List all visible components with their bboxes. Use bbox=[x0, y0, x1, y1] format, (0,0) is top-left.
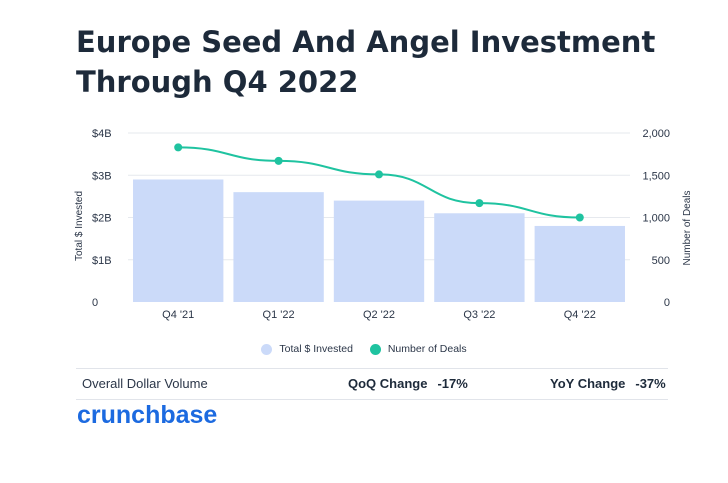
legend-item-deals[interactable]: Number of Deals bbox=[369, 343, 467, 355]
bar bbox=[133, 179, 224, 302]
bar bbox=[333, 200, 425, 302]
yoy-label: YoY Change bbox=[550, 376, 626, 391]
chart-title-line-2: Through Q4 2022 bbox=[76, 65, 359, 99]
axis-ticks: 0 $1B $2B $3B $4B 0 500 1,000 1,500 2,000 Q4 '21 Q1… bbox=[92, 128, 670, 321]
y-tick-label-right: 1,500 bbox=[642, 170, 670, 182]
chart-title: Europe Seed And Angel Investment Through… bbox=[76, 22, 676, 102]
y-tick-label-left: $3B bbox=[92, 170, 112, 182]
yoy-value: -37% bbox=[635, 376, 666, 391]
y-tick-label-left: $4B bbox=[92, 128, 112, 140]
bar bbox=[434, 213, 525, 302]
bar bbox=[534, 225, 625, 302]
x-tick-label: Q4 '22 bbox=[564, 309, 596, 321]
y-tick-label-right: 0 bbox=[664, 297, 670, 309]
deals-point bbox=[575, 213, 584, 222]
y-axis-label-left: Total $ Invested bbox=[74, 191, 85, 261]
y-tick-label-left: $2B bbox=[92, 213, 112, 225]
x-tick-label: Q1 '22 bbox=[263, 309, 295, 321]
y-tick-label-right: 1,000 bbox=[642, 213, 670, 225]
crunchbase-logo[interactable]: crunchbase bbox=[77, 401, 218, 429]
deals-point bbox=[475, 199, 484, 208]
y-tick-label-left: $1B bbox=[92, 255, 112, 267]
bar bbox=[233, 192, 324, 302]
summary-row: Overall Dollar Volume QoQ Change -17% YoY… bbox=[76, 368, 668, 400]
legend-swatch-bar bbox=[261, 343, 273, 355]
bar-series bbox=[133, 179, 625, 302]
qoq-change: QoQ Change -17% bbox=[348, 376, 468, 391]
x-tick-label: Q3 '22 bbox=[463, 309, 495, 321]
legend-swatch-line bbox=[369, 343, 381, 355]
deals-point bbox=[375, 170, 383, 179]
y-tick-label-left: 0 bbox=[92, 297, 98, 309]
y-tick-label-right: 2,000 bbox=[642, 128, 670, 140]
qoq-label: QoQ Change bbox=[348, 376, 428, 391]
y-axis-label-right: Number of Deals bbox=[682, 190, 693, 265]
line-series bbox=[174, 143, 584, 222]
y-tick-label-right: 500 bbox=[652, 255, 670, 267]
x-tick-label: Q2 '22 bbox=[363, 309, 395, 321]
legend-label-invested: Total $ Invested bbox=[279, 343, 353, 355]
x-tick-label: Q4 '21 bbox=[162, 309, 194, 321]
deals-point bbox=[174, 143, 183, 152]
qoq-value: -17% bbox=[437, 376, 468, 391]
chart-title-line-1: Europe Seed And Angel Investment bbox=[76, 25, 656, 59]
yoy-change: YoY Change -37% bbox=[550, 376, 666, 391]
summary-label: Overall Dollar Volume bbox=[82, 376, 208, 391]
legend-label-deals: Number of Deals bbox=[387, 343, 467, 355]
deals-point bbox=[274, 156, 283, 165]
chart-legend: Total $ Invested Number of Deals bbox=[0, 343, 728, 358]
legend-item-invested[interactable]: Total $ Invested bbox=[261, 343, 353, 355]
